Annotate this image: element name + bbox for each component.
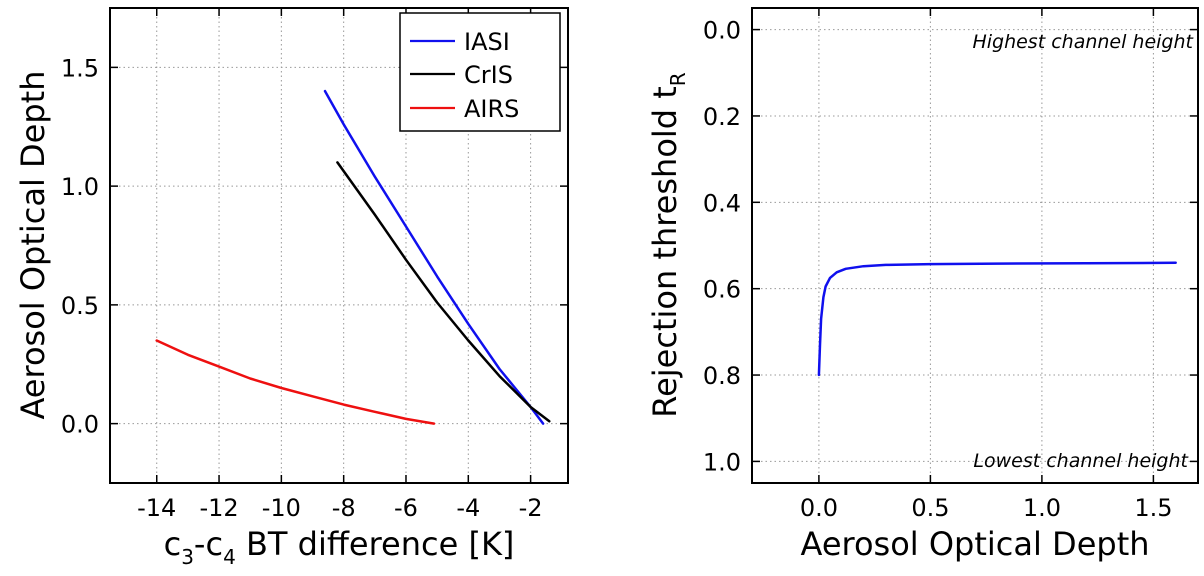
ticks: 0.0 0.5 1.0 1.5 0.0 0.2 0.4 0.6 0.8 1.0 xyxy=(703,8,1198,522)
y-tick-label: 1.0 xyxy=(703,448,741,476)
plot-frame xyxy=(751,7,1199,484)
x-tick-label: 0.5 xyxy=(911,494,949,522)
legend-box xyxy=(399,12,561,132)
y-tick-label: 0.6 xyxy=(703,276,741,304)
y-tick-label: 1.5 xyxy=(61,54,99,82)
x-tick-label: 0.0 xyxy=(800,494,838,522)
y-axis-label: Rejection threshold tR xyxy=(646,72,690,418)
series-layer xyxy=(155,89,551,425)
annotation-lowest: Lowest channel height xyxy=(973,450,1189,472)
y-axis-label: Aerosol Optical Depth xyxy=(14,70,52,419)
series-line-iasi xyxy=(323,89,545,425)
y-tick-label: 0.5 xyxy=(61,292,99,320)
series-line-0 xyxy=(817,261,1177,377)
x-tick-label: -2 xyxy=(519,494,543,522)
series-line-cris xyxy=(336,161,551,423)
x-tick-label: -14 xyxy=(137,494,176,522)
legend-label-airs: AIRS xyxy=(464,95,519,123)
x-tick-label: -6 xyxy=(394,494,418,522)
x-tick-label: -8 xyxy=(332,494,356,522)
plot-frame xyxy=(109,7,569,484)
ticks: -14 -12 -10 -8 -6 -4 -2 0.0 0.5 1.0 1.5 xyxy=(61,8,568,522)
grid xyxy=(752,8,1198,483)
x-axis-label: Aerosol Optical Depth xyxy=(800,525,1149,563)
x-axis-label: c3-c4 BT difference [K] xyxy=(164,525,515,569)
y-tick-label: 1.0 xyxy=(61,173,99,201)
y-tick-label: 0.2 xyxy=(703,103,741,131)
y-tick-label: 0.8 xyxy=(703,362,741,390)
chart-aod-vs-bt-difference: -14 -12 -10 -8 -6 -4 -2 0.0 0.5 1.0 1.5 IASI CrIS … xyxy=(14,7,569,569)
annotation-highest: Highest channel height xyxy=(972,31,1194,53)
x-tick-label: -12 xyxy=(199,494,238,522)
series-layer xyxy=(817,261,1177,377)
x-tick-label: -4 xyxy=(456,494,480,522)
y-tick-label: 0.4 xyxy=(703,189,741,217)
y-tick-label: 0.0 xyxy=(61,411,99,439)
chart-rejection-threshold-vs-aod: 0.0 0.5 1.0 1.5 0.0 0.2 0.4 0.6 0.8 1.0 Highest c… xyxy=(646,7,1199,563)
x-tick-label: 1.5 xyxy=(1134,494,1172,522)
x-tick-label: 1.0 xyxy=(1023,494,1061,522)
legend-label-cris: CrIS xyxy=(464,61,513,89)
legend-label-iasi: IASI xyxy=(464,28,510,56)
series-line-airs xyxy=(155,339,436,425)
x-tick-label: -10 xyxy=(262,494,301,522)
y-tick-label: 0.0 xyxy=(703,17,741,45)
legend: IASI CrIS AIRS xyxy=(399,12,561,132)
